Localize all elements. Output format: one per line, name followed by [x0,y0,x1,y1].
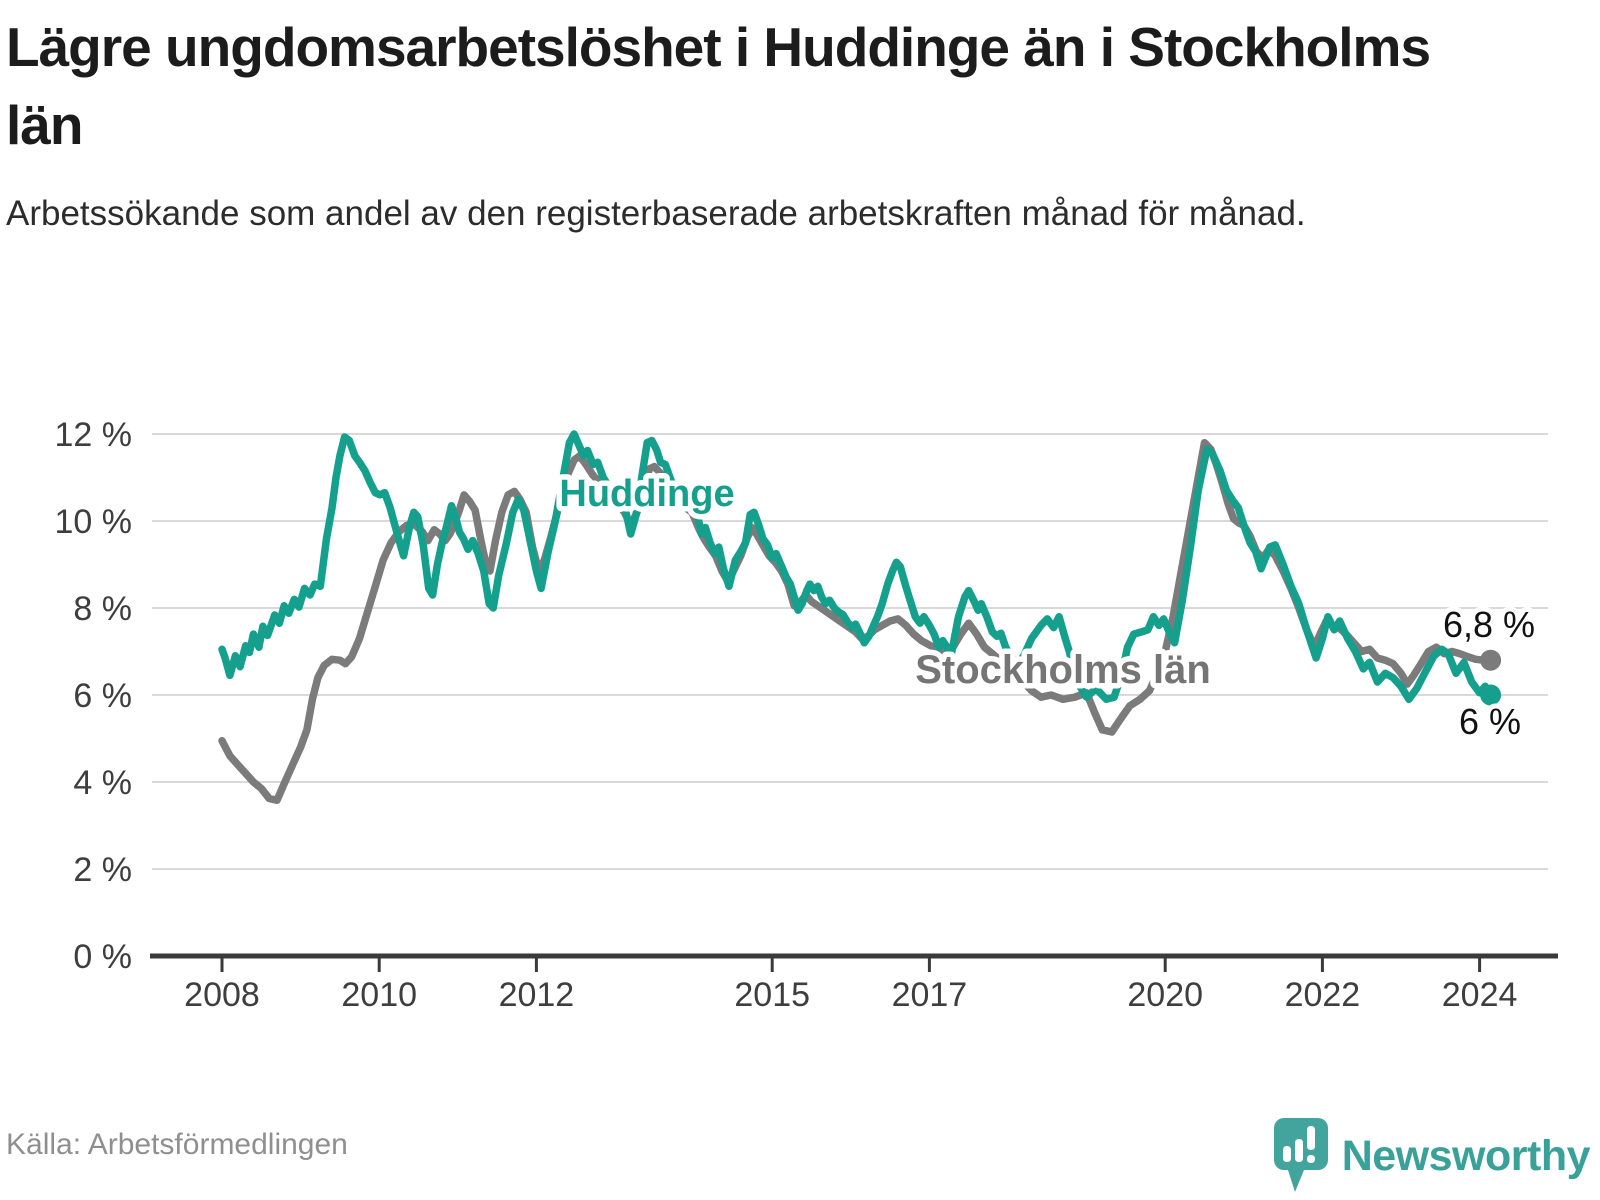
y-tick-label-4: 4 % [73,764,132,802]
y-tick-label-0: 0 % [73,938,132,976]
x-tick-label-2022: 2022 [1285,976,1361,1014]
series-label-stockholms-län: Stockholms län [915,648,1211,692]
y-tick-label-12: 12 % [55,416,133,454]
series-label-huddinge: Huddinge [559,473,734,515]
series-line-huddinge [218,430,1495,704]
newsworthy-brand: Newsworthy [1273,1118,1591,1194]
newsworthy-logo-icon [1273,1118,1328,1192]
end-annotation-huddinge: 6 % [1459,701,1521,742]
brand-name: Newsworthy [1341,1131,1591,1180]
y-tick-label-6: 6 % [73,677,132,715]
x-tick-label-2008: 2008 [184,976,260,1014]
x-tick-label-2024: 2024 [1442,976,1518,1014]
end-dot-huddinge [1480,684,1502,706]
page-title: Lägre ungdomsarbetslöshet i Huddinge än … [6,16,1431,157]
source-note: Källa: Arbetsförmedlingen [6,1128,348,1161]
end-annotation-stockholms-län: 6,8 % [1443,604,1535,645]
page-subtitle: Arbetssökande som andel av den registerb… [6,194,1306,233]
x-tick-label-2015: 2015 [734,976,810,1014]
x-tick-label-2010: 2010 [341,976,417,1014]
y-tick-label-2: 2 % [73,851,132,889]
y-tick-label-8: 8 % [73,590,132,628]
x-tick-label-2020: 2020 [1127,976,1203,1014]
end-dot-stockholms-län [1480,649,1502,671]
x-tick-label-2012: 2012 [499,976,575,1014]
x-tick-label-2017: 2017 [892,976,968,1014]
y-tick-label-10: 10 % [55,503,133,541]
